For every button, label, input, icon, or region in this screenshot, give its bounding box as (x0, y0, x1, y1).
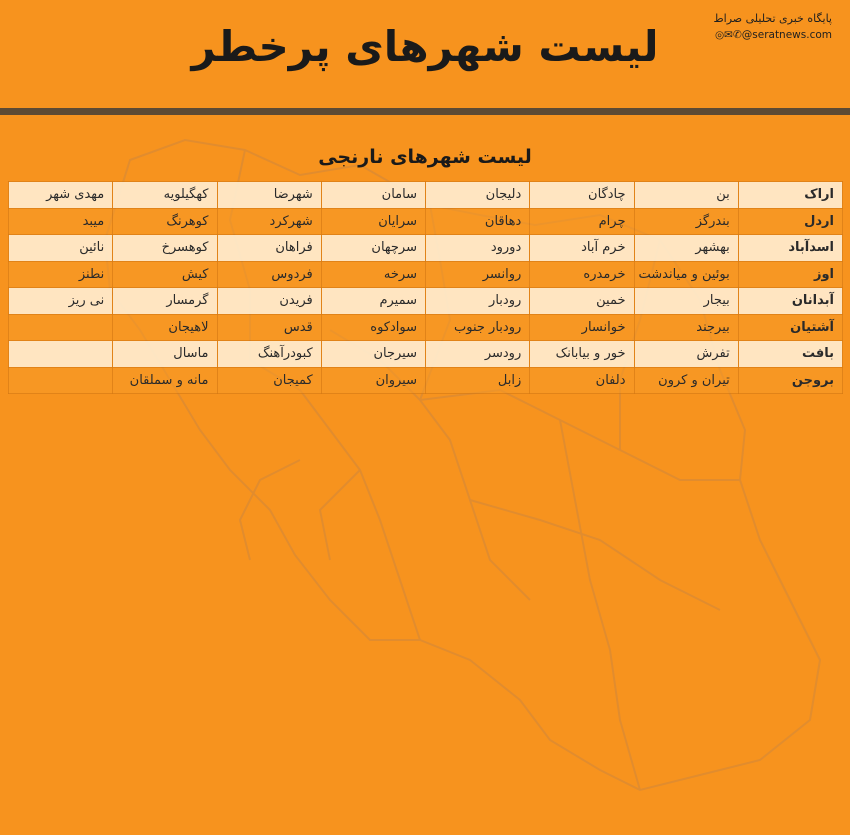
table-cell (7, 313, 114, 341)
table-cell (7, 340, 114, 368)
table-cell: نائین (7, 234, 114, 262)
table-cell: فراهان (216, 234, 322, 262)
table-cell: بافت (737, 340, 844, 368)
table-cell: بندرگز (633, 207, 739, 235)
title-divider (0, 108, 850, 115)
table-cell: بهشهر (633, 234, 739, 262)
table-cell: مهدی شهر (7, 181, 114, 209)
table-row: اراک بن چادگان دلیجان سامان شهرضا کهگیلویه مهدی… (7, 181, 844, 209)
table-cell: بروجن (737, 366, 844, 394)
table-row: اردل بندرگز چرام دهاقان سرایان شهرکرد کوهرنگ می… (7, 207, 844, 235)
table-cell: شهرکرد (216, 207, 322, 235)
page-title: لیست شهرهای پرخطر (191, 22, 659, 71)
table-cell: تیران و کرون (633, 366, 739, 394)
table-cell: سرخه (320, 260, 427, 288)
table-row: آشتیان بیرجند خوانسار رودبار جنوب سوادکوه قدس… (7, 313, 844, 341)
table-cell: بیجار (633, 287, 739, 315)
table-cell: سرچهان (320, 234, 427, 262)
table-cell: کوهسرخ (112, 234, 218, 262)
table-cell: تفرش (633, 340, 739, 368)
table-cell: سوادکوه (320, 313, 427, 341)
table-cell: رودبار (424, 287, 531, 315)
table-row: اوز بوئین و میاندشت خرمدره روانسر سرخه فردوس ک… (7, 260, 844, 288)
table-cell (7, 366, 114, 394)
table-cell: کمیجان (216, 366, 322, 394)
table-cell: سمیرم (320, 287, 427, 315)
table-cell: فردوس (216, 260, 322, 288)
table-cell: دهاقان (424, 207, 531, 235)
table-cell: بیرجند (633, 313, 739, 341)
table-cell: مانه و سملقان (112, 366, 218, 394)
table-cell: سیروان (320, 366, 427, 394)
table-cell: دورود (424, 234, 531, 262)
table-row: اسدآباد بهشهر خرم آباد دورود سرچهان فراهان کوه… (7, 234, 844, 262)
table-cell: خوانسار (529, 313, 635, 341)
table-cell: گرمسار (112, 287, 218, 315)
table-cell: لاهیجان (112, 313, 218, 341)
orange-cities-table: اراک بن چادگان دلیجان سامان شهرضا کهگیلویه مهدی… (7, 181, 844, 394)
table-row: بافت تفرش خور و بیابانک رودسر سیرجان کبودرآهن… (7, 340, 844, 368)
table-title: لیست شهرهای نارنجی (318, 146, 532, 168)
table-cell: سرایان (320, 207, 427, 235)
table-cell: سامان (320, 181, 427, 209)
table-cell: آبدانان (737, 287, 844, 315)
table-cell: دلیجان (424, 181, 531, 209)
table-cell: فریدن (216, 287, 322, 315)
table-cell: زابل (424, 366, 531, 394)
table-cell: اوز (737, 260, 844, 288)
table-cell: دلفان (529, 366, 635, 394)
table-cell: کهگیلویه (112, 181, 218, 209)
table-cell: کوهرنگ (112, 207, 218, 235)
table-cell: بوئین و میاندشت (633, 260, 739, 288)
table-cell: اسدآباد (737, 234, 844, 262)
table-cell: خرم آباد (529, 234, 635, 262)
table-cell: نی ریز (7, 287, 114, 315)
table-cell: خور و بیابانک (529, 340, 635, 368)
table-cell: کبودرآهنگ (216, 340, 322, 368)
table-cell: شهرضا (216, 181, 322, 209)
table-row: آبدانان بیجار خمین رودبار سمیرم فریدن گرمسار نی… (7, 287, 844, 315)
table-cell: سیرجان (320, 340, 427, 368)
table-cell: چادگان (529, 181, 635, 209)
table-cell: ماسال (112, 340, 218, 368)
table-cell: اراک (737, 181, 844, 209)
watermark-name: پایگاه خبری تحلیلی صراط (713, 12, 832, 25)
table-cell: چرام (529, 207, 635, 235)
table-cell: آشتیان (737, 313, 844, 341)
table-cell: رودبار جنوب (424, 313, 531, 341)
table-cell: بن (633, 181, 739, 209)
table-cell: اردل (737, 207, 844, 235)
table-cell: نطنز (7, 260, 114, 288)
table-cell: کیش (112, 260, 218, 288)
table-cell: خرمدره (529, 260, 635, 288)
table-cell: قدس (216, 313, 322, 341)
table-row: بروجن تیران و کرون دلفان زابل سیروان کمیجان ما… (7, 366, 844, 394)
watermark: پایگاه خبری تحلیلی صراط ◎✉✆@seratnews.co… (713, 10, 832, 44)
table-cell: میبد (7, 207, 114, 235)
table-cell: خمین (529, 287, 635, 315)
watermark-site: ◎✉✆@seratnews.com (715, 29, 832, 41)
table-cell: رودسر (424, 340, 531, 368)
table-cell: روانسر (424, 260, 531, 288)
